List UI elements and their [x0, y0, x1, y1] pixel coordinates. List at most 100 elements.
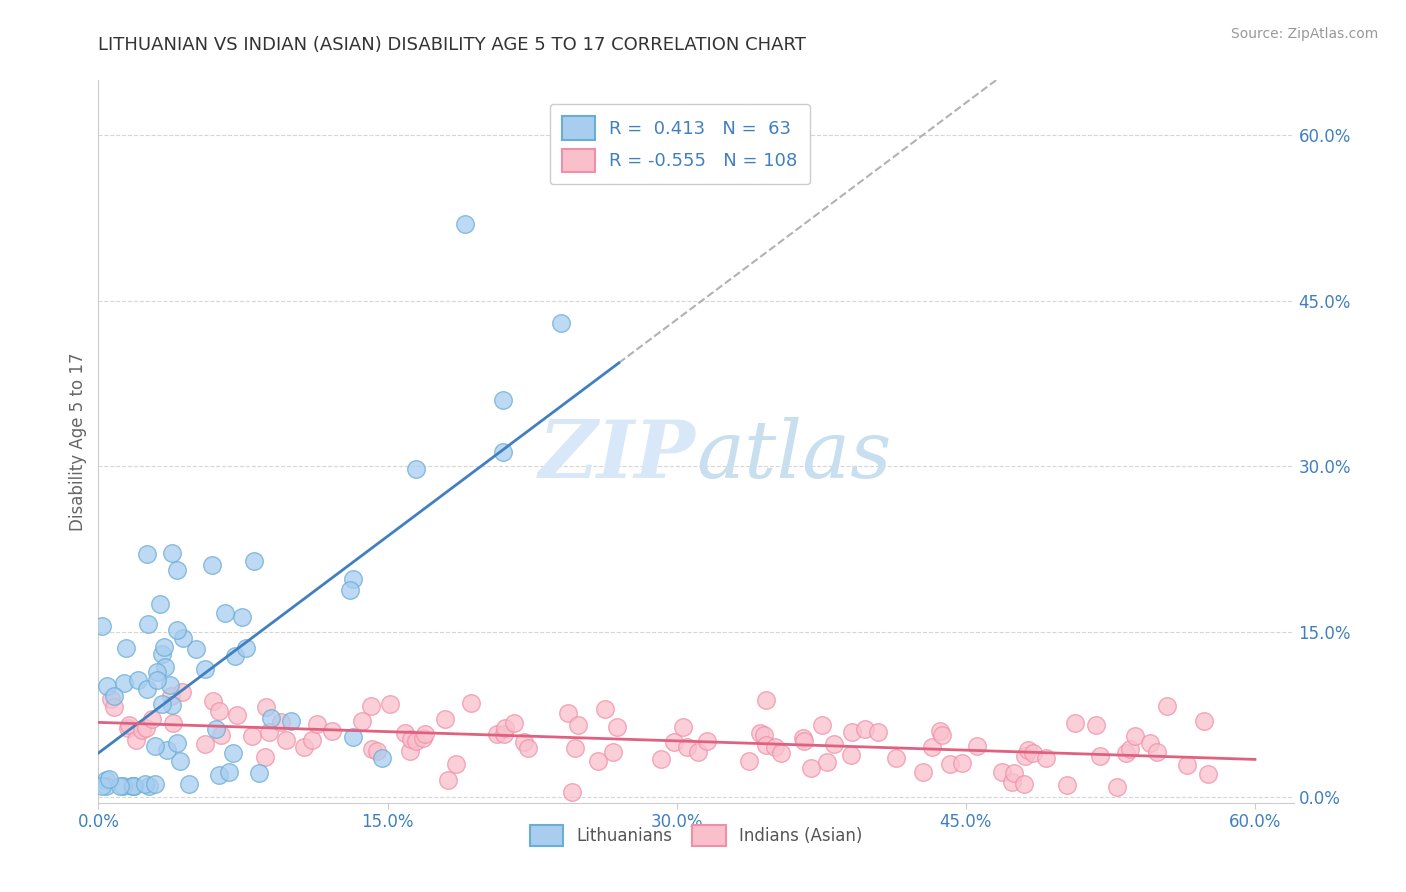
Point — [141, 712, 163, 726]
Point — [103, 689, 125, 703]
Point — [1014, 748, 1036, 763]
Point — [143, 777, 166, 791]
Point — [115, 641, 138, 656]
Point — [486, 727, 509, 741]
Point — [868, 724, 890, 739]
Y-axis label: Disability Age 5 to 17: Disability Age 5 to 17 — [69, 352, 87, 531]
Point — [371, 751, 394, 765]
Point — [112, 675, 135, 690]
Point — [146, 673, 169, 687]
Point — [350, 714, 373, 729]
Point — [201, 558, 224, 572]
Point — [240, 729, 263, 743]
Point — [460, 696, 482, 710]
Point — [225, 707, 247, 722]
Point — [1119, 741, 1142, 756]
Point — [884, 751, 907, 765]
Point — [301, 733, 323, 747]
Point — [1175, 758, 1198, 772]
Point — [991, 764, 1014, 779]
Point — [152, 640, 174, 654]
Point — [676, 740, 699, 755]
Point — [1001, 775, 1024, 789]
Point — [1139, 736, 1161, 750]
Point — [939, 757, 962, 772]
Point — [160, 698, 183, 712]
Point — [492, 393, 515, 408]
Point — [453, 217, 475, 231]
Point — [149, 597, 172, 611]
Point — [564, 740, 586, 755]
Point — [749, 726, 772, 740]
Point — [143, 739, 166, 754]
Point — [208, 704, 231, 718]
Point — [131, 723, 153, 738]
Point — [593, 702, 616, 716]
Point — [1115, 746, 1137, 760]
Point — [103, 700, 125, 714]
Point — [800, 761, 823, 775]
Point — [177, 777, 200, 791]
Point — [360, 699, 382, 714]
Point — [1012, 777, 1035, 791]
Point — [209, 728, 232, 742]
Point — [134, 777, 156, 791]
Point — [513, 735, 536, 749]
Point — [253, 750, 276, 764]
Point — [412, 731, 434, 745]
Point — [247, 766, 270, 780]
Point — [841, 747, 863, 762]
Point — [1056, 778, 1078, 792]
Point — [224, 648, 246, 663]
Point — [160, 546, 183, 560]
Point — [650, 752, 672, 766]
Point — [274, 733, 297, 747]
Point — [156, 743, 179, 757]
Point — [257, 724, 280, 739]
Point — [91, 618, 114, 632]
Point — [366, 743, 388, 757]
Point — [166, 563, 188, 577]
Point — [339, 582, 361, 597]
Point — [841, 724, 863, 739]
Point — [672, 720, 695, 734]
Point — [921, 740, 943, 755]
Point — [94, 779, 117, 793]
Point — [602, 745, 624, 759]
Point — [150, 697, 173, 711]
Point — [1022, 746, 1045, 760]
Point — [124, 779, 146, 793]
Point — [586, 754, 609, 768]
Point — [1035, 750, 1057, 764]
Point — [792, 731, 814, 745]
Point — [91, 779, 114, 793]
Point — [270, 714, 292, 729]
Point — [567, 718, 589, 732]
Point — [399, 744, 422, 758]
Point — [96, 772, 118, 787]
Point — [145, 665, 167, 679]
Point — [1123, 730, 1146, 744]
Point — [321, 723, 343, 738]
Point — [170, 685, 193, 699]
Point — [361, 742, 384, 756]
Point — [1088, 749, 1111, 764]
Point — [1192, 714, 1215, 728]
Point — [136, 681, 159, 696]
Point — [550, 316, 572, 330]
Point — [127, 673, 149, 687]
Point — [138, 779, 160, 793]
Point — [929, 724, 952, 739]
Point — [204, 722, 226, 736]
Point — [342, 730, 364, 744]
Point — [405, 733, 427, 747]
Point — [160, 690, 183, 704]
Point — [561, 785, 583, 799]
Point — [111, 779, 134, 793]
Point — [950, 756, 973, 771]
Point — [1004, 765, 1026, 780]
Point — [135, 547, 157, 561]
Point — [135, 721, 157, 735]
Text: LITHUANIAN VS INDIAN (ASIAN) DISABILITY AGE 5 TO 17 CORRELATION CHART: LITHUANIAN VS INDIAN (ASIAN) DISABILITY … — [98, 36, 806, 54]
Point — [912, 764, 935, 779]
